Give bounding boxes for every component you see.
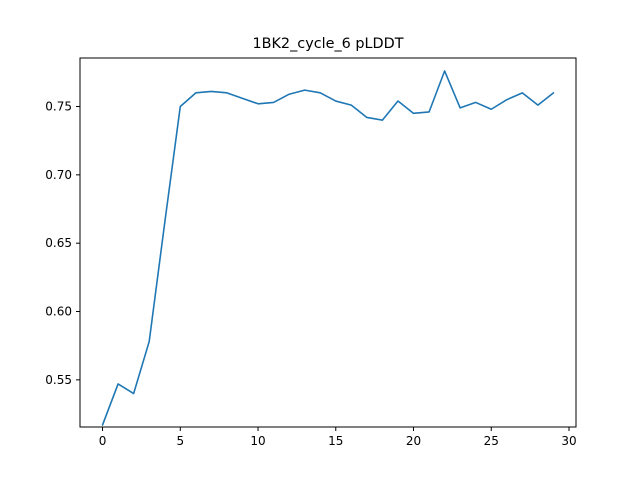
series-layer [101, 70, 555, 426]
y-tick-label: 0.70 [45, 168, 72, 182]
x-tick-label: 15 [328, 434, 343, 448]
x-tick-label: 5 [176, 434, 184, 448]
chart-title: 1BK2_cycle_6 pLDDT [252, 36, 403, 52]
axes-frame [79, 57, 577, 428]
x-tick-label: 30 [561, 434, 576, 448]
y-tick-label: 0.55 [45, 373, 72, 387]
y-tick-label: 0.60 [45, 305, 72, 319]
x-tick-label: 20 [406, 434, 421, 448]
y-tick-label: 0.75 [45, 100, 72, 114]
x-tick-label: 0 [99, 434, 107, 448]
x-tick-label: 25 [484, 434, 499, 448]
x-axis: 0 5 10 15 20 25 30 [99, 427, 577, 448]
series-line-0 [101, 70, 555, 426]
y-tick-label: 0.65 [45, 236, 72, 250]
y-axis: 0.55 0.60 0.65 0.70 0.75 [45, 100, 80, 387]
x-tick-label: 10 [250, 434, 265, 448]
